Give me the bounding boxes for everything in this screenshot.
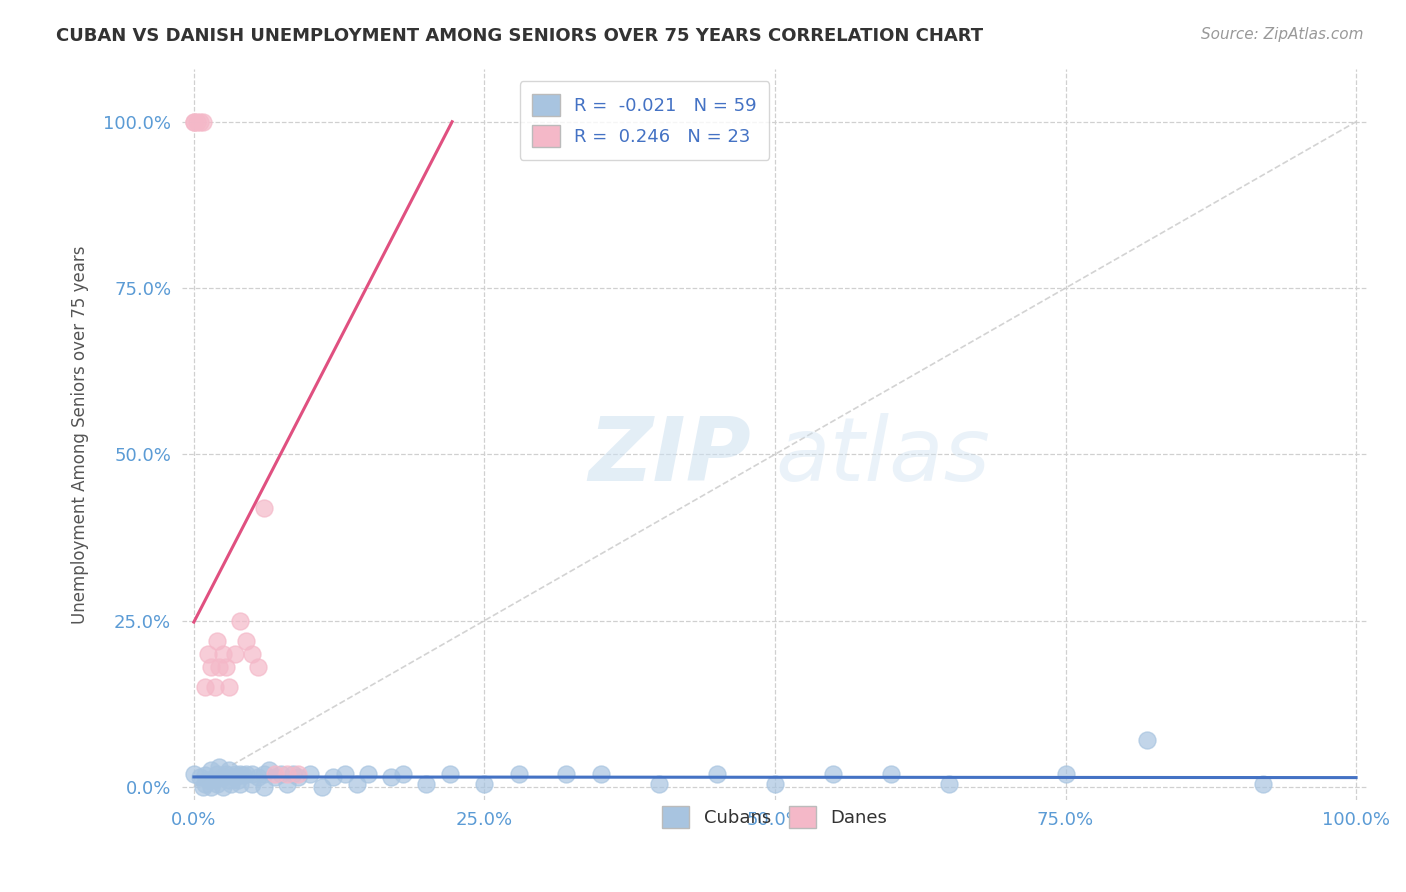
Point — [415, 776, 437, 790]
Point — [194, 680, 217, 694]
Point — [186, 114, 208, 128]
Point — [880, 766, 903, 780]
Point — [439, 766, 461, 780]
Point — [357, 766, 380, 780]
Point — [235, 766, 257, 780]
Point — [1251, 776, 1274, 790]
Point — [183, 114, 205, 128]
Point — [205, 766, 228, 780]
Point — [380, 770, 402, 784]
Text: CUBAN VS DANISH UNEMPLOYMENT AMONG SENIORS OVER 75 YEARS CORRELATION CHART: CUBAN VS DANISH UNEMPLOYMENT AMONG SENIO… — [56, 27, 983, 45]
Point — [224, 770, 246, 784]
Point — [194, 776, 217, 790]
Point — [224, 647, 246, 661]
Point — [554, 766, 576, 780]
Point — [208, 760, 231, 774]
Point — [229, 776, 252, 790]
Point — [246, 770, 269, 784]
Point — [204, 773, 226, 788]
Point — [252, 500, 274, 515]
Point — [205, 633, 228, 648]
Point — [218, 680, 240, 694]
Point — [240, 776, 263, 790]
Point — [205, 776, 228, 790]
Point — [240, 647, 263, 661]
Point — [188, 770, 211, 784]
Point — [1136, 733, 1159, 747]
Point — [208, 660, 231, 674]
Point — [299, 766, 322, 780]
Point — [287, 770, 309, 784]
Point — [218, 773, 240, 788]
Text: Source: ZipAtlas.com: Source: ZipAtlas.com — [1201, 27, 1364, 42]
Point — [508, 766, 530, 780]
Point — [276, 766, 298, 780]
Point — [706, 766, 728, 780]
Point — [270, 766, 292, 780]
Point — [392, 766, 415, 780]
Point — [264, 770, 287, 784]
Point — [219, 776, 242, 790]
Point — [197, 647, 219, 661]
Point — [212, 770, 235, 784]
Point — [259, 764, 281, 778]
Point — [264, 766, 287, 780]
Point — [1054, 766, 1077, 780]
Point — [232, 768, 254, 782]
Point — [246, 660, 269, 674]
Point — [276, 776, 298, 790]
Point — [188, 114, 211, 128]
Point — [215, 660, 238, 674]
Point — [224, 766, 246, 780]
Y-axis label: Unemployment Among Seniors over 75 years: Unemployment Among Seniors over 75 years — [72, 245, 89, 624]
Point — [204, 680, 226, 694]
Point — [311, 780, 333, 794]
Point — [474, 776, 496, 790]
Point — [281, 766, 304, 780]
Point — [200, 780, 222, 794]
Text: atlas: atlas — [775, 413, 990, 500]
Point — [200, 764, 222, 778]
Point — [194, 768, 217, 782]
Point — [197, 773, 219, 788]
Legend: Cubans, Danes: Cubans, Danes — [655, 798, 894, 835]
Point — [215, 766, 238, 780]
Point — [191, 114, 214, 128]
Point — [212, 780, 235, 794]
Point — [226, 773, 249, 788]
Point — [346, 776, 368, 790]
Point — [589, 766, 612, 780]
Point — [183, 114, 205, 128]
Point — [212, 647, 235, 661]
Point — [183, 766, 205, 780]
Point — [648, 776, 671, 790]
Point — [229, 766, 252, 780]
Point — [252, 780, 274, 794]
Point — [333, 766, 356, 780]
Text: ZIP: ZIP — [589, 413, 751, 500]
Point — [823, 766, 845, 780]
Point — [200, 660, 222, 674]
Point — [229, 614, 252, 628]
Point — [240, 766, 263, 780]
Point — [235, 633, 257, 648]
Point — [218, 764, 240, 778]
Point — [938, 776, 960, 790]
Point — [191, 780, 214, 794]
Point — [287, 766, 309, 780]
Point — [322, 770, 344, 784]
Point — [252, 766, 274, 780]
Point — [763, 776, 786, 790]
